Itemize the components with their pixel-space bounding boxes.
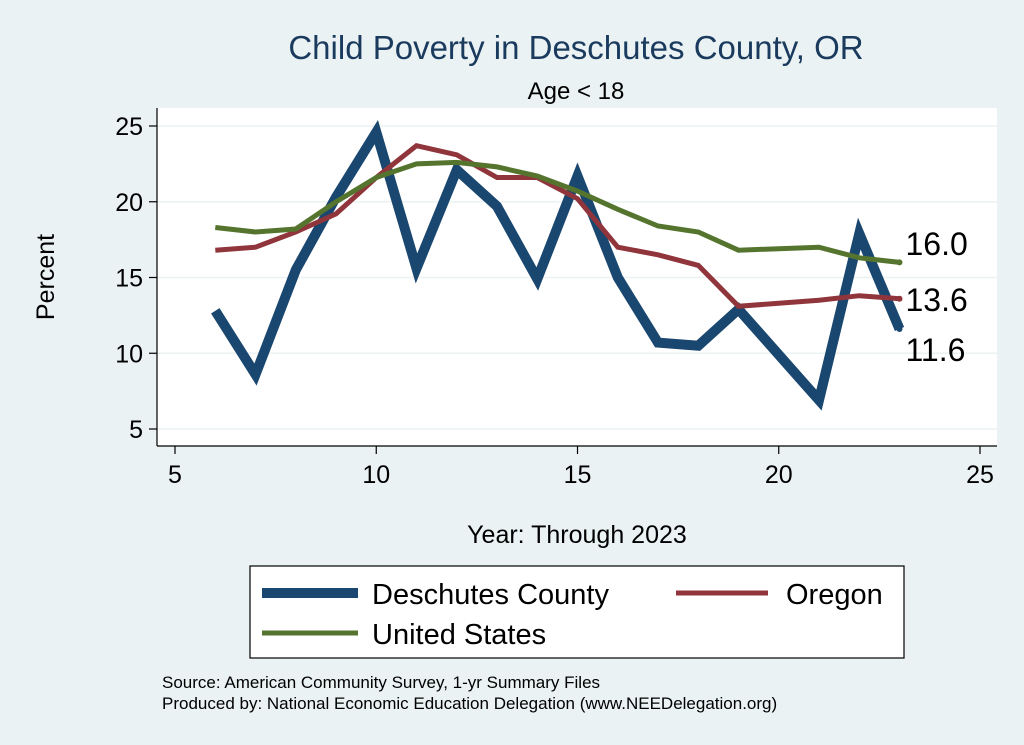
x-tick-label: 5 bbox=[168, 461, 182, 489]
x-tick-label: 25 bbox=[966, 461, 994, 489]
chart-subtitle: Age < 18 bbox=[528, 78, 625, 105]
axes: 5 10 15 20 25 5 10 15 20 25 bbox=[115, 108, 997, 489]
producer-note: Produced by: National Economic Education… bbox=[162, 694, 777, 713]
end-label-deschutes: 11.6 bbox=[906, 332, 966, 368]
series-line-united-states bbox=[215, 159, 900, 265]
legend-label-deschutes: Deschutes County bbox=[372, 579, 609, 611]
end-point-united-states bbox=[896, 259, 903, 266]
y-tick-label: 15 bbox=[115, 265, 143, 293]
y-tick-label: 20 bbox=[115, 189, 143, 217]
end-labels: 11.6 13.6 16.0 bbox=[906, 226, 968, 368]
x-tick-label: 10 bbox=[362, 461, 390, 489]
legend: Deschutes County Oregon United States bbox=[262, 579, 883, 651]
end-label-united-states: 16.0 bbox=[906, 226, 968, 262]
y-axis-title: Percent bbox=[32, 234, 60, 320]
legend-label-united-states: United States bbox=[372, 619, 546, 651]
legend-label-oregon: Oregon bbox=[786, 579, 883, 611]
end-point-deschutes bbox=[896, 326, 903, 333]
y-tick-label: 25 bbox=[115, 113, 143, 141]
series-group bbox=[211, 119, 905, 411]
end-point-oregon bbox=[896, 295, 903, 302]
x-tick-label: 20 bbox=[765, 461, 793, 489]
y-tick-label: 10 bbox=[115, 340, 143, 368]
x-tick-label: 15 bbox=[564, 461, 592, 489]
x-axis-title: Year: Through 2023 bbox=[467, 521, 687, 549]
end-label-oregon: 13.6 bbox=[906, 282, 968, 318]
chart-title: Child Poverty in Deschutes County, OR bbox=[288, 29, 863, 66]
legend-box bbox=[249, 565, 905, 659]
y-tick-label: 5 bbox=[129, 416, 143, 444]
source-note: Source: American Community Survey, 1-yr … bbox=[162, 673, 600, 692]
